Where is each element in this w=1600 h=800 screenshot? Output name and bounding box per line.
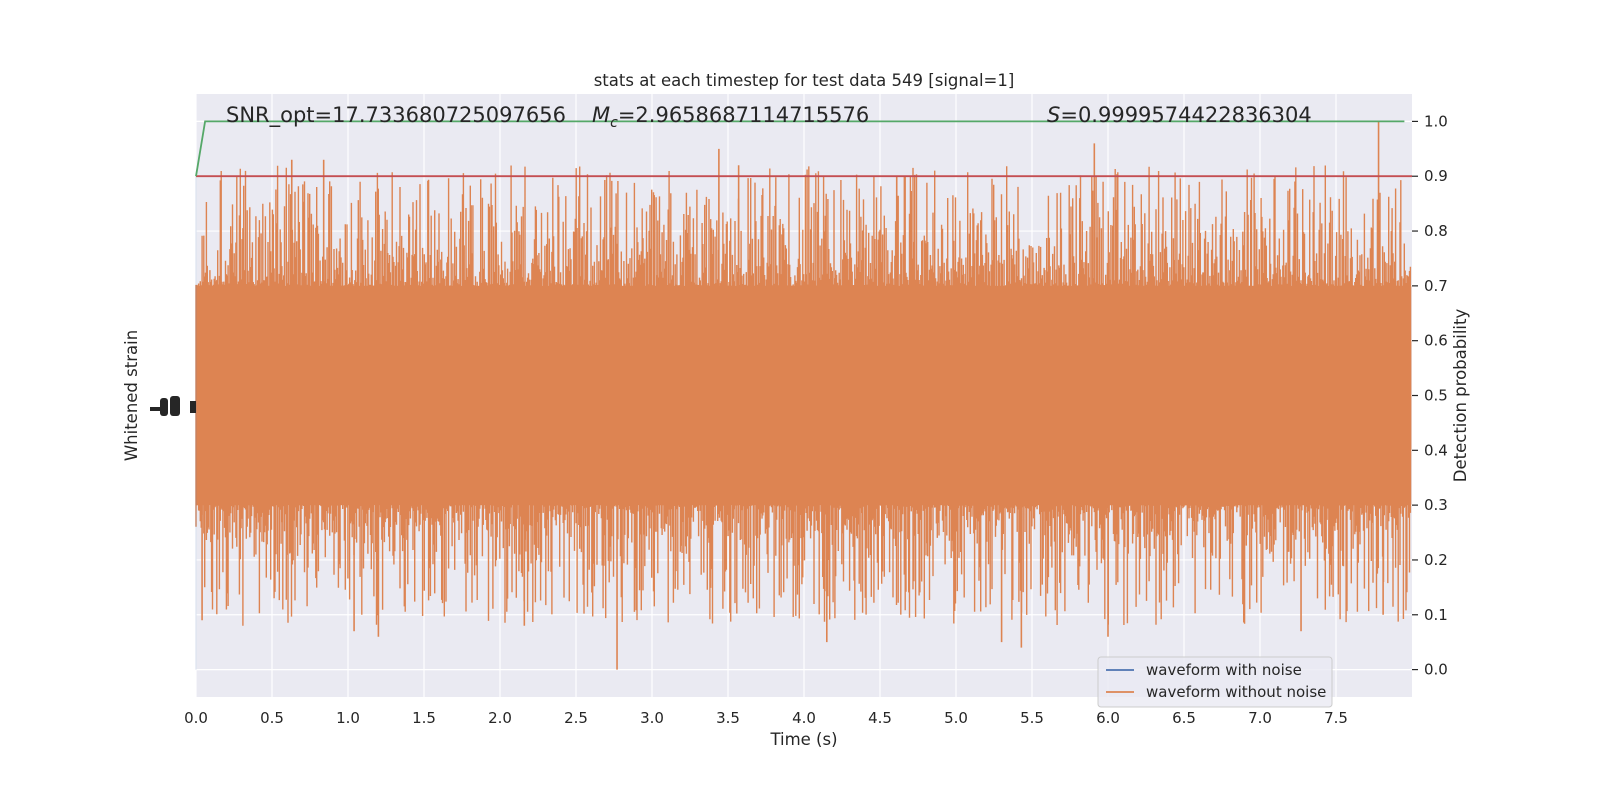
x-tick-label: 5.0 — [944, 709, 968, 727]
y-tick-label: 0.6 — [1424, 332, 1448, 350]
y-axis-label-right: Detection probability — [1451, 309, 1470, 483]
x-tick-label: 2.0 — [488, 709, 512, 727]
x-tick-label: 5.5 — [1020, 709, 1044, 727]
x-tick-label: 1.5 — [412, 709, 436, 727]
score-annotation: S=0.9999574422836304 — [1047, 103, 1312, 127]
chirp-mass-annotation: Mc=2.9658687114715576 — [592, 103, 869, 131]
x-tick-label: 3.0 — [640, 709, 664, 727]
x-tick-label: 6.0 — [1096, 709, 1120, 727]
x-tick-label: 1.0 — [336, 709, 360, 727]
mc-subscript: c — [610, 115, 618, 131]
y-tick-label: 0.1 — [1424, 606, 1448, 624]
chart-title: stats at each timestep for test data 549… — [594, 71, 1015, 90]
y-tick-label: 0.5 — [1424, 387, 1448, 405]
x-tick-label: 3.5 — [716, 709, 740, 727]
y-tick-label: 0.4 — [1424, 441, 1448, 459]
mc-value: =2.9658687114715576 — [618, 103, 869, 127]
x-axis-label: Time (s) — [769, 730, 837, 749]
y-axis-label-left: Whitened strain — [122, 330, 141, 461]
x-tick-label: 2.5 — [564, 709, 588, 727]
s-value: =0.9999574422836304 — [1060, 103, 1311, 127]
legend-label-waveform-with-noise: waveform with noise — [1146, 661, 1302, 679]
legend-box — [1097, 656, 1333, 708]
x-tick-label: 0.5 — [260, 709, 284, 727]
y-tick-label: 1.0 — [1424, 112, 1448, 130]
series-waveform-without-noise-band — [196, 285, 1412, 506]
x-tick-label: 4.5 — [868, 709, 892, 727]
x-tick-label: 7.5 — [1324, 709, 1348, 727]
y-ticks-right: 0.0 0.1 0.2 0.3 0.4 0.5 0.6 0.7 0.8 0.9 1.0 — [1412, 112, 1448, 679]
x-tick-label: 4.0 — [792, 709, 816, 727]
y-tick-label: 0.7 — [1424, 277, 1448, 295]
noise-layer — [195, 121, 1412, 670]
y-tick-label: 0.9 — [1424, 167, 1448, 185]
s-symbol: S — [1047, 103, 1060, 127]
left-tick-labels-overlap — [150, 396, 196, 416]
x-tick-label: 7.0 — [1248, 709, 1272, 727]
x-tick-label: 0.0 — [184, 709, 208, 727]
legend-label-waveform-without-noise: waveform without noise — [1146, 683, 1326, 701]
y-tick-label: 0.0 — [1424, 661, 1448, 679]
mc-symbol: M — [592, 103, 610, 127]
x-tick-label: 6.5 — [1172, 709, 1196, 727]
y-tick-label: 0.8 — [1424, 222, 1448, 240]
y-tick-label: 0.3 — [1424, 496, 1448, 514]
snr-annotation: SNR_opt=17.733680725097656 — [226, 103, 566, 128]
x-ticks: 0.0 0.5 1.0 1.5 2.0 2.5 3.0 3.5 4.0 4.5 5.0 5.5 6.0 6… — [184, 709, 1348, 727]
lines-layer — [195, 120, 1412, 178]
series-detection-probability — [195, 120, 1405, 177]
y-tick-label: 0.2 — [1424, 551, 1448, 569]
legend: waveform with noise waveform without noi… — [1097, 656, 1333, 708]
